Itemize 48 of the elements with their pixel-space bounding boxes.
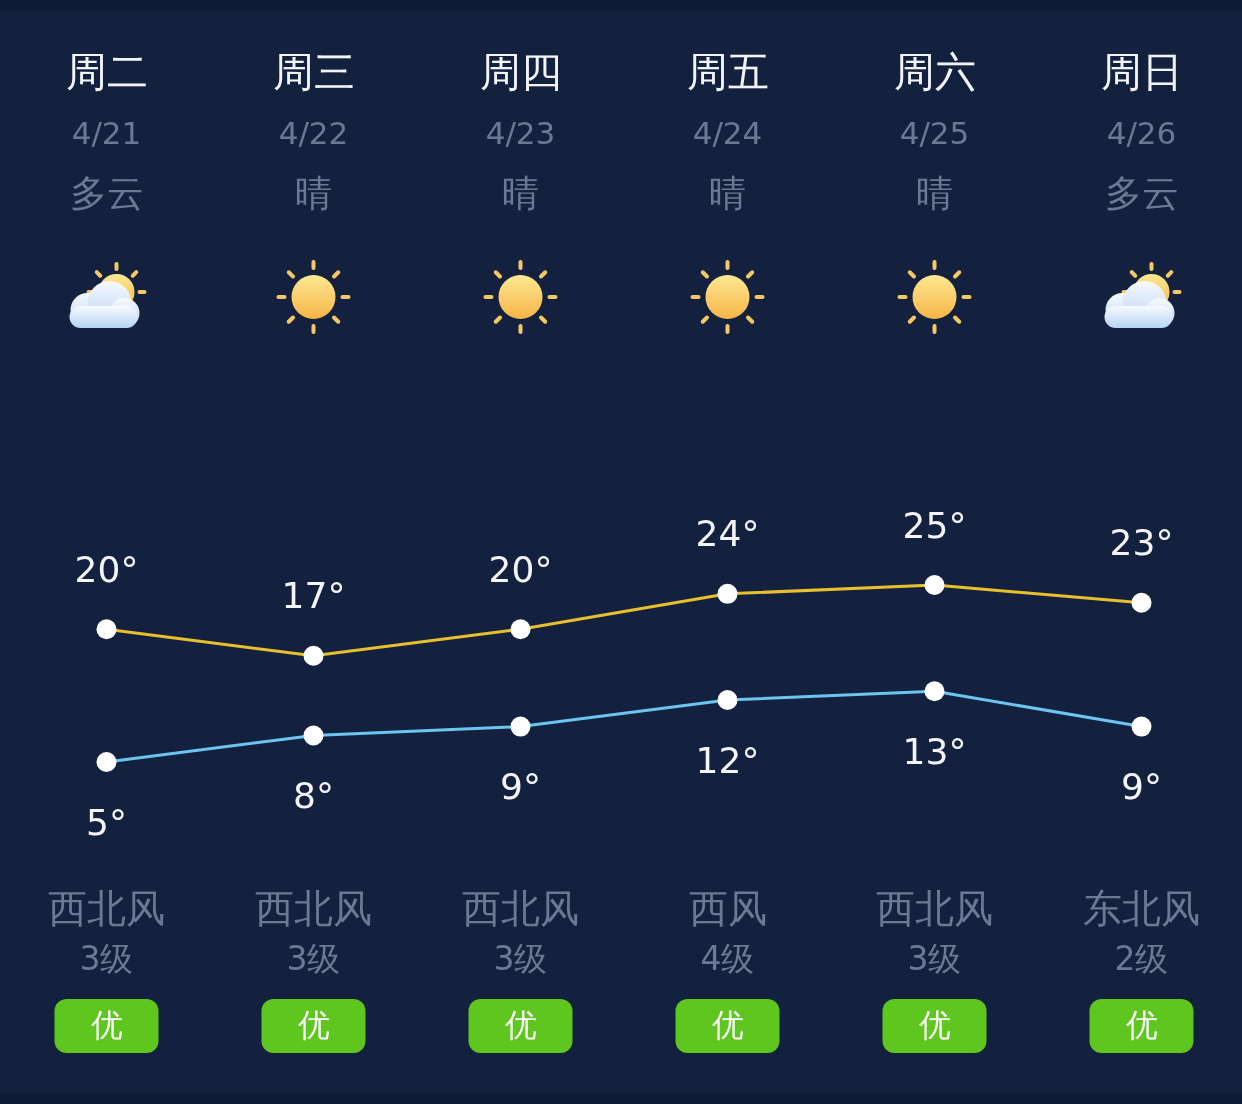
data-label: 8° xyxy=(293,774,334,816)
data-label: 20° xyxy=(74,548,139,590)
text: 4/23 xyxy=(485,115,556,151)
text: 4级 xyxy=(700,938,755,978)
text: 4/22 xyxy=(278,115,349,151)
text: 西北风 xyxy=(876,885,993,931)
data-label: 5° xyxy=(86,801,127,843)
data-label: 13° xyxy=(902,730,967,772)
text: 4/24 xyxy=(692,115,763,151)
data-label: 12° xyxy=(695,739,760,781)
text: 2级 xyxy=(1114,938,1169,978)
data-label: 24° xyxy=(695,513,760,555)
text: 4/26 xyxy=(1106,115,1177,151)
x-tick-label: 周五 xyxy=(686,48,769,96)
x-tick-label: 周三 xyxy=(272,48,355,96)
text: 晴 xyxy=(916,171,953,215)
text: 西北风 xyxy=(462,885,579,931)
data-label: 9° xyxy=(1121,766,1162,808)
x-tick-label: 周四 xyxy=(479,48,562,96)
text: 西北风 xyxy=(48,885,165,931)
text: 3级 xyxy=(907,938,962,978)
text: 东北风 xyxy=(1083,885,1200,931)
text: 西风 xyxy=(688,885,767,931)
text: 3级 xyxy=(79,938,134,978)
text: 晴 xyxy=(709,171,746,215)
data-label: 23° xyxy=(1109,522,1174,564)
text: 优 xyxy=(1125,1006,1158,1044)
text: 4/25 xyxy=(899,115,970,151)
x-tick-label: 周日 xyxy=(1100,48,1183,96)
text: 优 xyxy=(918,1006,951,1044)
x-tick-label: 周二 xyxy=(65,48,148,96)
text: 3级 xyxy=(493,938,548,978)
data-label: 25° xyxy=(902,504,967,546)
text: 晴 xyxy=(502,171,539,215)
data-label: 17° xyxy=(281,575,346,617)
text: 优 xyxy=(711,1006,744,1044)
text: 晴 xyxy=(295,171,332,215)
text: 4/21 xyxy=(71,115,142,151)
text: 优 xyxy=(504,1006,537,1044)
x-tick-label: 周六 xyxy=(893,48,976,96)
text: 3级 xyxy=(286,938,341,978)
text: 多云 xyxy=(1104,171,1179,215)
text: 优 xyxy=(297,1006,330,1044)
text: 优 xyxy=(90,1006,123,1044)
text: 西北风 xyxy=(255,885,372,931)
data-label: 9° xyxy=(500,766,541,808)
text: 多云 xyxy=(69,171,144,215)
data-label: 20° xyxy=(488,548,553,590)
